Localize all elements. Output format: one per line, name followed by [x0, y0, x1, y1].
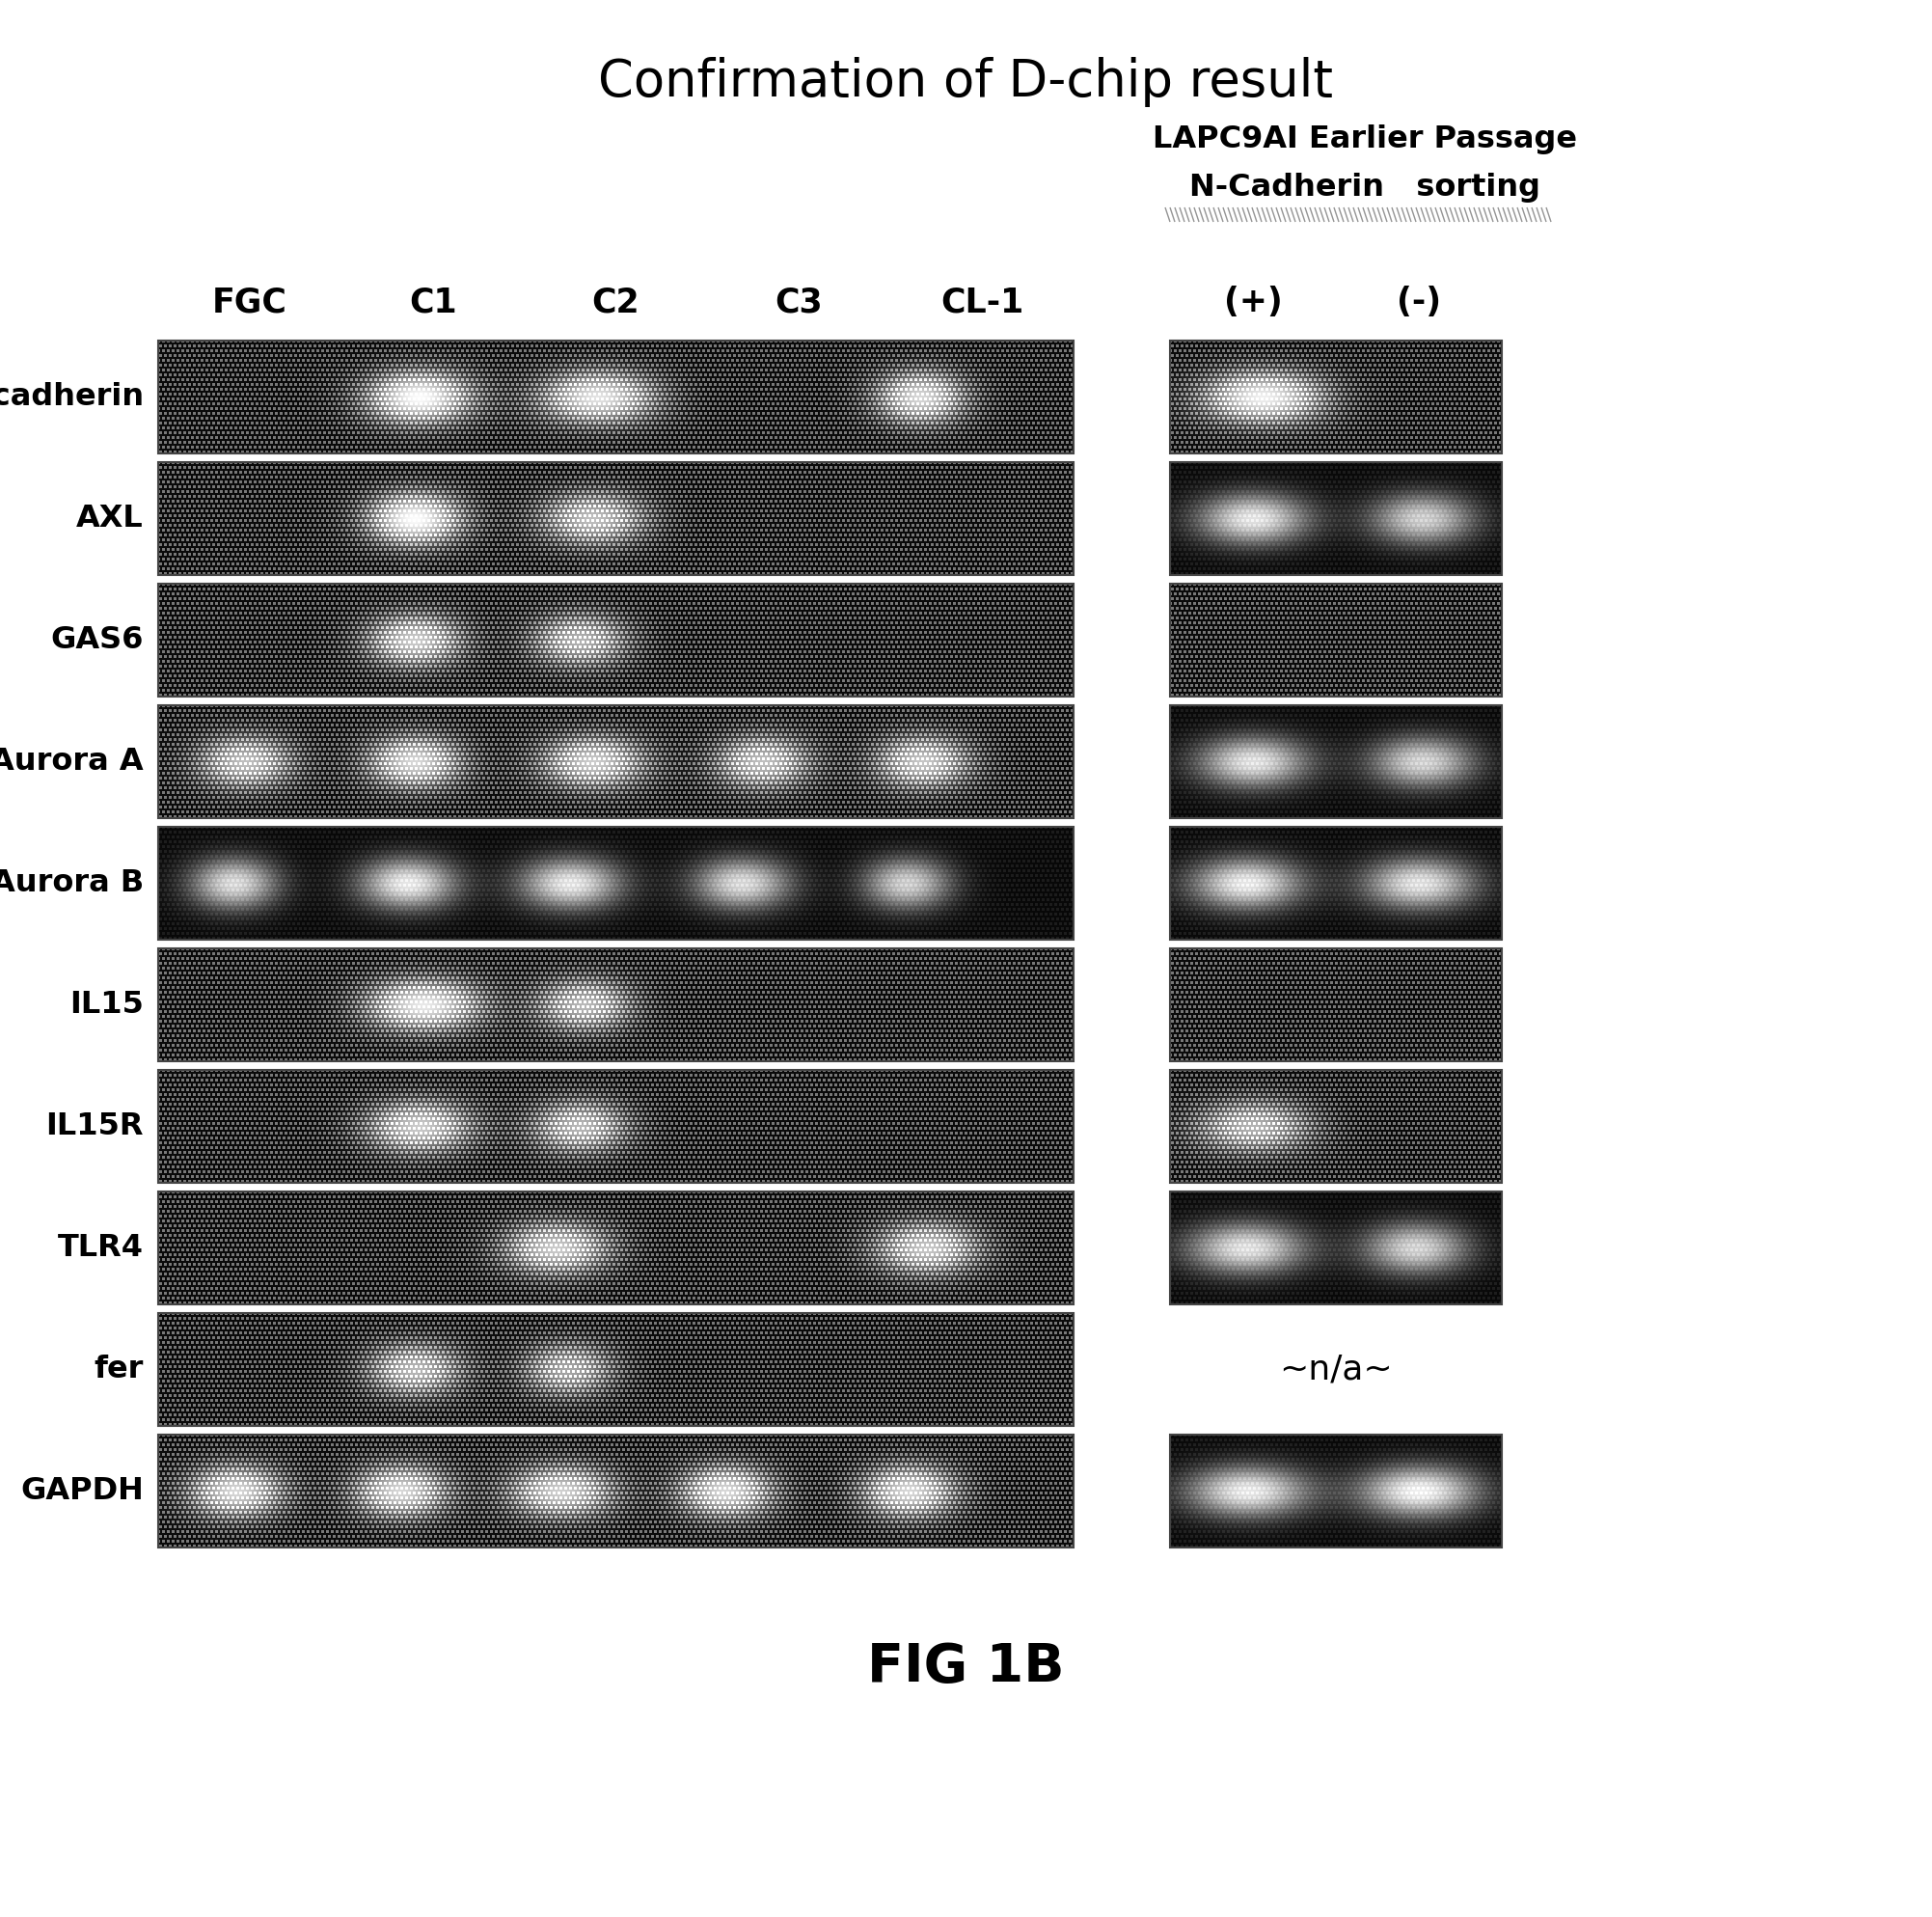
Text: ~n/a~: ~n/a~	[1279, 1353, 1393, 1386]
Text: IL15R: IL15R	[46, 1112, 143, 1141]
Bar	[158, 1434, 1074, 1547]
Text: CL-1: CL-1	[941, 286, 1024, 318]
Text: C1: C1	[410, 286, 456, 318]
Text: C2: C2	[591, 286, 639, 318]
Bar	[158, 826, 1074, 939]
Text: C3: C3	[775, 286, 823, 318]
Bar	[158, 1070, 1074, 1183]
Bar	[1171, 949, 1501, 1062]
Bar	[158, 1192, 1074, 1304]
Text: GAPDH: GAPDH	[21, 1476, 143, 1507]
Bar	[1171, 341, 1501, 454]
Bar	[1171, 1070, 1501, 1183]
Text: (+): (+)	[1223, 286, 1283, 318]
Text: fer: fer	[95, 1355, 143, 1384]
Text: FGC: FGC	[213, 286, 288, 318]
Text: N-Cadherin   sorting: N-Cadherin sorting	[1190, 173, 1540, 203]
Bar	[1171, 705, 1501, 819]
Bar	[158, 462, 1074, 575]
Text: Ncadherin: Ncadherin	[0, 381, 143, 412]
Bar	[158, 949, 1074, 1062]
Text: Aurora A: Aurora A	[0, 748, 143, 776]
Bar	[158, 341, 1074, 454]
Text: GAS6: GAS6	[50, 625, 143, 656]
Bar	[158, 583, 1074, 696]
Bar	[1171, 826, 1501, 939]
Bar	[158, 1313, 1074, 1426]
Text: TLR4: TLR4	[58, 1233, 143, 1263]
Bar	[1171, 462, 1501, 575]
Text: (-): (-)	[1397, 286, 1441, 318]
Bar	[1171, 1434, 1501, 1547]
Bar	[158, 705, 1074, 819]
Text: IL15: IL15	[70, 989, 143, 1020]
Bar	[1171, 583, 1501, 696]
Text: FIG 1B: FIG 1B	[867, 1641, 1065, 1693]
Text: Confirmation of D-chip result: Confirmation of D-chip result	[599, 58, 1333, 107]
Text: LAPC9AI Earlier Passage: LAPC9AI Earlier Passage	[1153, 125, 1577, 155]
Text: Aurora B: Aurora B	[0, 868, 143, 899]
Bar	[1171, 1192, 1501, 1304]
Text: AXL: AXL	[77, 504, 143, 533]
